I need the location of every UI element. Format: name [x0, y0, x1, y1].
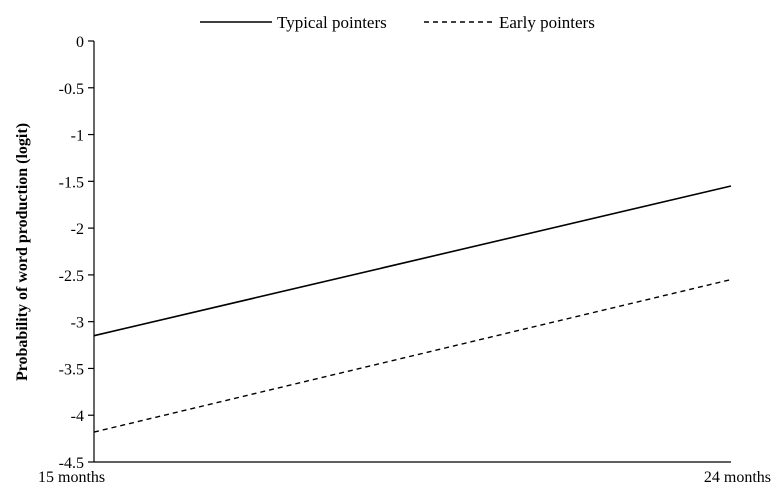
legend-label-typical-pointers: Typical pointers: [277, 13, 387, 32]
series-line-typical-pointers: [93, 185, 732, 337]
y-tick-label: -2.5: [59, 268, 84, 285]
legend: Typical pointers Early pointers: [200, 13, 595, 32]
y-tick-label: -4: [71, 408, 84, 425]
legend-label-early-pointers: Early pointers: [499, 13, 595, 32]
y-tick-label: -1: [71, 128, 84, 145]
y-tick-label: -2: [71, 221, 84, 238]
x-ticks: 15 months 24 months: [38, 469, 771, 486]
y-ticks: 0 -0.5 -1 -1.5 -2 -2.5 -3 -3.5 -4 -4.5: [59, 34, 94, 472]
y-tick-label: 0: [76, 34, 84, 51]
y-tick-label: -0.5: [59, 81, 84, 98]
y-tick-label: -4.5: [59, 455, 84, 472]
series-line-early-pointers: [93, 278, 732, 433]
x-tick-label: 15 months: [38, 469, 105, 486]
y-tick-label: -3.5: [59, 361, 84, 378]
x-tick-label: 24 months: [704, 469, 771, 486]
y-axis-title: Probability of word production (logit): [14, 123, 31, 381]
y-tick-label: -3: [71, 315, 84, 332]
series-lines: [93, 185, 732, 433]
y-tick-label: -1.5: [59, 174, 84, 191]
